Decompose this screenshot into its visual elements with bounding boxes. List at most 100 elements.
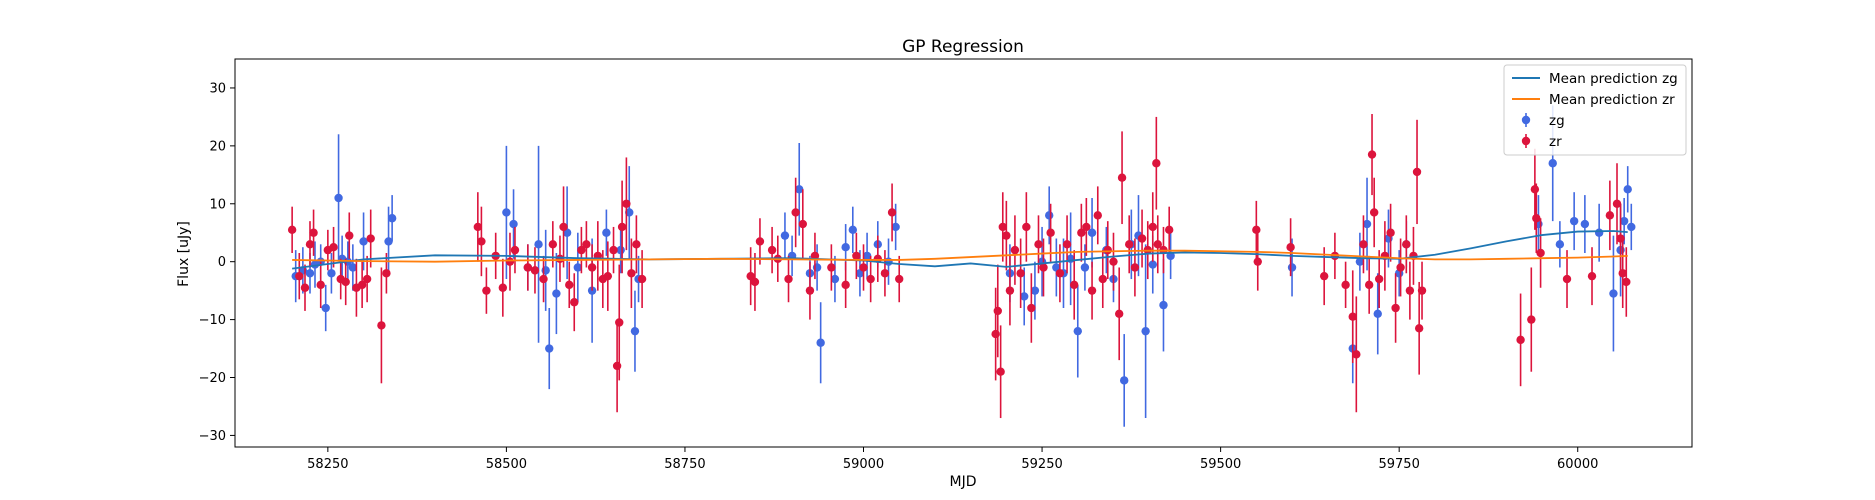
point-zr-22 — [505, 257, 515, 266]
point-zr-86 — [1103, 245, 1112, 255]
point-zg-61 — [1159, 300, 1168, 310]
point-zr-26 — [539, 274, 548, 284]
point-zr-15 — [377, 321, 386, 330]
point-zr-46 — [746, 271, 755, 281]
point-zg-22 — [573, 263, 583, 272]
point-zr-25 — [530, 266, 540, 275]
chart-title: GP Regression — [902, 37, 1024, 57]
point-zr-94 — [1148, 222, 1157, 232]
point-zg-76 — [1594, 228, 1604, 237]
y-tick-label--30: −30 — [199, 429, 226, 444]
point-zr-56 — [827, 263, 836, 272]
point-zr-49 — [767, 245, 777, 255]
point-zr-66 — [993, 306, 1002, 316]
point-zr-90 — [1124, 240, 1134, 249]
point-zr-125 — [1532, 214, 1541, 223]
point-zr-60 — [866, 274, 875, 284]
point-zr-27 — [548, 240, 558, 249]
point-zr-62 — [880, 269, 890, 278]
point-zr-16 — [382, 269, 391, 278]
point-zg-35 — [830, 274, 840, 284]
point-zr-81 — [1077, 228, 1086, 237]
point-zr-21 — [498, 283, 508, 292]
point-zr-32 — [577, 245, 586, 255]
point-zg-31 — [795, 185, 804, 194]
point-zr-7 — [329, 243, 338, 252]
y-tick-label-0: 0 — [218, 255, 226, 270]
point-zg-51 — [1073, 326, 1082, 336]
point-zr-96 — [1153, 240, 1162, 249]
point-zr-84 — [1093, 211, 1102, 220]
point-zr-128 — [1587, 271, 1597, 281]
point-zr-73 — [1022, 222, 1031, 232]
y-axis-label: Flux [uJy] — [176, 221, 192, 287]
point-zg-47 — [1045, 211, 1054, 220]
y-tick-label--10: −10 — [199, 313, 226, 328]
point-zg-81 — [1627, 222, 1636, 232]
point-zr-57 — [841, 280, 850, 290]
point-zg-72 — [1548, 159, 1557, 168]
point-zr-65 — [991, 329, 1000, 339]
point-zg-13 — [387, 214, 397, 223]
point-zr-119 — [1412, 167, 1422, 177]
point-zr-34 — [587, 263, 597, 272]
point-zg-39 — [862, 251, 872, 261]
point-zr-12 — [357, 280, 367, 290]
point-zg-6 — [327, 269, 336, 278]
point-zg-65 — [1355, 257, 1365, 266]
point-zr-115 — [1396, 263, 1405, 272]
point-zg-59 — [1141, 326, 1150, 336]
point-zr-127 — [1562, 274, 1572, 284]
point-zr-88 — [1114, 309, 1124, 319]
legend-label-zr-mean: Mean prediction zr — [1549, 92, 1675, 108]
legend-label-zg-mean: Mean prediction zg — [1549, 71, 1678, 87]
point-zr-100 — [1253, 257, 1262, 266]
point-zr-107 — [1359, 240, 1368, 249]
y-tick-label-10: 10 — [209, 197, 226, 212]
point-zr-106 — [1352, 350, 1361, 359]
point-zr-47 — [750, 277, 760, 287]
point-zg-5 — [321, 303, 330, 313]
legend-dot-zg — [1521, 115, 1531, 125]
point-zg-15 — [509, 219, 518, 229]
point-zr-33 — [582, 240, 591, 249]
point-zr-95 — [1152, 159, 1161, 168]
point-zr-69 — [1002, 231, 1011, 240]
point-zr-109 — [1367, 150, 1377, 159]
point-zr-70 — [1005, 286, 1015, 295]
point-zg-80 — [1623, 185, 1632, 194]
point-zg-63 — [1287, 263, 1297, 272]
point-zr-14 — [366, 234, 375, 243]
point-zr-121 — [1417, 286, 1427, 295]
point-zr-77 — [1046, 228, 1055, 237]
point-zr-80 — [1070, 280, 1079, 290]
line-zg-mean — [292, 230, 1628, 270]
point-zg-27 — [630, 326, 640, 336]
legend-marker-zg — [1521, 113, 1531, 127]
point-zr-129 — [1605, 211, 1615, 220]
plot-frame — [234, 58, 1693, 448]
point-zg-45 — [1030, 286, 1040, 295]
point-zr-0 — [287, 225, 297, 235]
point-zr-19 — [482, 286, 491, 295]
point-zg-75 — [1580, 219, 1590, 229]
x-tick-label-59750: 59750 — [1378, 457, 1419, 472]
y-tick-label-30: 30 — [209, 81, 226, 96]
point-zr-51 — [784, 274, 793, 284]
point-zr-108 — [1364, 280, 1374, 290]
point-zr-92 — [1137, 234, 1147, 243]
point-zg-36 — [841, 243, 850, 252]
point-zr-59 — [859, 263, 868, 272]
legend-label-zr: zr — [1549, 134, 1562, 150]
point-zg-24 — [602, 228, 611, 237]
point-zg-7 — [334, 193, 343, 203]
point-zr-120 — [1414, 324, 1424, 333]
point-zg-19 — [545, 344, 554, 353]
plot-content — [287, 105, 1636, 427]
point-zg-52 — [1080, 263, 1090, 272]
point-zr-42 — [622, 199, 631, 208]
point-zr-117 — [1405, 286, 1415, 295]
point-zr-30 — [565, 280, 574, 290]
point-zr-1 — [295, 271, 304, 281]
point-zg-12 — [384, 237, 393, 246]
